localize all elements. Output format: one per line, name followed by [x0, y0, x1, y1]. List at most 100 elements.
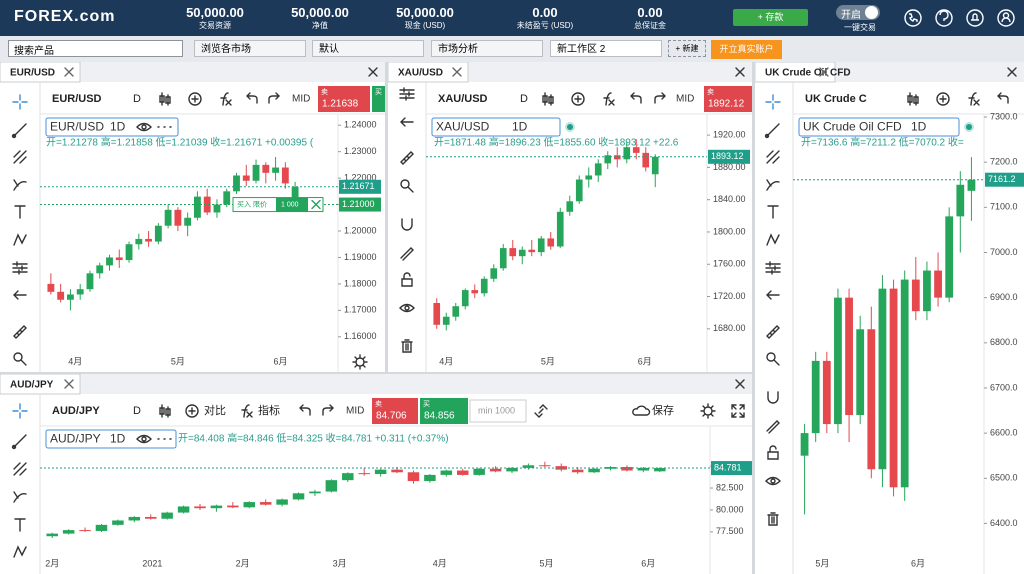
icon-brush[interactable]: [13, 491, 27, 503]
icon-pattern[interactable]: [766, 233, 780, 246]
icon-close[interactable]: [819, 67, 829, 77]
icon-gear[interactable]: [700, 403, 716, 419]
icon-zoom[interactable]: [13, 352, 27, 366]
icon-eye[interactable]: [136, 434, 152, 444]
panel-tab[interactable]: [388, 62, 469, 83]
help-icon[interactable]: [935, 9, 953, 27]
phone-icon[interactable]: [904, 9, 922, 27]
icon-plus[interactable]: [188, 92, 202, 106]
icon-redo[interactable]: [268, 92, 280, 104]
symbol-button[interactable]: EUR/USD: [52, 93, 102, 105]
interval-button[interactable]: D: [133, 93, 141, 105]
icon-link[interactable]: [534, 404, 548, 418]
icon-close[interactable]: [735, 67, 745, 77]
icon-close[interactable]: [452, 67, 462, 77]
nav-tab-active[interactable]: 新工作区 2: [550, 40, 662, 57]
icon-ruler[interactable]: [13, 325, 27, 339]
nav-tab[interactable]: 默认: [312, 40, 424, 57]
icon-plus[interactable]: [571, 92, 585, 106]
icon-pattern[interactable]: [13, 233, 27, 246]
icon-ruler[interactable]: [766, 325, 780, 339]
icon-magnet[interactable]: [767, 391, 779, 404]
icon-candle[interactable]: [159, 92, 171, 106]
icon-trash[interactable]: [767, 512, 779, 526]
nav-tab[interactable]: 市场分析: [431, 40, 543, 57]
icon-brush[interactable]: [13, 179, 27, 191]
symbol-button[interactable]: AUD/JPY: [52, 405, 100, 417]
icon-sliders[interactable]: [399, 87, 415, 101]
icon-eye[interactable]: [399, 303, 415, 313]
icon-back[interactable]: [13, 290, 27, 300]
indicators-button[interactable]: 指标: [258, 403, 280, 417]
icon-undo[interactable]: [299, 404, 311, 416]
account-icon[interactable]: [997, 9, 1015, 27]
icon-back[interactable]: [766, 290, 780, 300]
icon-close[interactable]: [311, 199, 321, 210]
icon-candle[interactable]: [542, 92, 554, 106]
icon-cross[interactable]: [12, 94, 28, 110]
icon-close[interactable]: [64, 67, 74, 77]
icon-sliders[interactable]: [12, 261, 28, 275]
save-button[interactable]: 保存: [652, 403, 674, 417]
search-box[interactable]: 搜索产品: [8, 40, 183, 57]
new-tab-button[interactable]: + 新建: [668, 40, 706, 57]
panel-tab[interactable]: [755, 62, 836, 83]
interval-button[interactable]: D: [133, 405, 141, 417]
icon-lock[interactable]: [767, 445, 779, 460]
icon-zoom[interactable]: [766, 352, 780, 366]
icon-cloud[interactable]: [632, 405, 651, 416]
icon-pattern[interactable]: [13, 545, 27, 558]
icon-fork[interactable]: [13, 150, 27, 164]
open-account-button[interactable]: 开立真实账户: [711, 40, 782, 59]
icon-undo[interactable]: [630, 92, 642, 104]
icon-redo[interactable]: [654, 92, 666, 104]
icon-pencil[interactable]: [400, 247, 414, 261]
icon-ruler[interactable]: [400, 151, 414, 165]
sell-box[interactable]: [372, 398, 418, 424]
icon-back[interactable]: [400, 117, 414, 127]
icon-close[interactable]: [735, 379, 745, 389]
icon-close[interactable]: [368, 67, 378, 77]
buy-box[interactable]: [372, 86, 385, 112]
icon-fx[interactable]: [968, 92, 980, 106]
sell-box[interactable]: [318, 86, 370, 112]
icon-lock[interactable]: [401, 272, 413, 287]
deposit-button[interactable]: + 存款: [733, 9, 808, 26]
icon-fork[interactable]: [13, 462, 27, 476]
logo[interactable]: FOREX.com: [14, 8, 116, 25]
interval-button[interactable]: D: [520, 93, 528, 105]
price-source[interactable]: MID: [676, 94, 694, 105]
icon-text[interactable]: [14, 518, 26, 532]
icon-candle[interactable]: [159, 404, 171, 418]
icon-fork[interactable]: [766, 150, 780, 164]
icon-text[interactable]: [14, 205, 26, 219]
icon-undo[interactable]: [997, 92, 1009, 104]
icon-line[interactable]: [11, 123, 27, 139]
buy-box[interactable]: [420, 398, 468, 424]
nav-tab[interactable]: 浏览各市场: [194, 40, 306, 57]
icon-fx[interactable]: [603, 92, 615, 106]
icon-line[interactable]: [11, 434, 27, 450]
alert-icon[interactable]: [966, 9, 984, 27]
icon-text[interactable]: [767, 205, 779, 219]
icon-fx[interactable]: [241, 404, 253, 418]
icon-candle[interactable]: [907, 92, 919, 106]
icon-plus[interactable]: [185, 404, 199, 418]
icon-magnet[interactable]: [401, 218, 413, 231]
icon-gear[interactable]: [352, 354, 368, 370]
sell-box[interactable]: [704, 86, 752, 112]
icon-fx[interactable]: [220, 92, 232, 106]
icon-sliders[interactable]: [765, 261, 781, 275]
icon-plus[interactable]: [936, 92, 950, 106]
price-source[interactable]: MID: [346, 406, 364, 417]
icon-brush[interactable]: [766, 179, 780, 191]
icon-zoom[interactable]: [400, 179, 414, 193]
icon-eye[interactable]: [765, 476, 781, 486]
icon-cross[interactable]: [12, 403, 28, 419]
symbol-button[interactable]: UK Crude C: [805, 93, 867, 105]
compare-button[interactable]: 对比: [204, 403, 226, 417]
icon-cross[interactable]: [765, 94, 781, 110]
icon-close[interactable]: [64, 379, 74, 389]
icon-trash[interactable]: [401, 339, 413, 353]
icon-eye[interactable]: [136, 122, 152, 132]
